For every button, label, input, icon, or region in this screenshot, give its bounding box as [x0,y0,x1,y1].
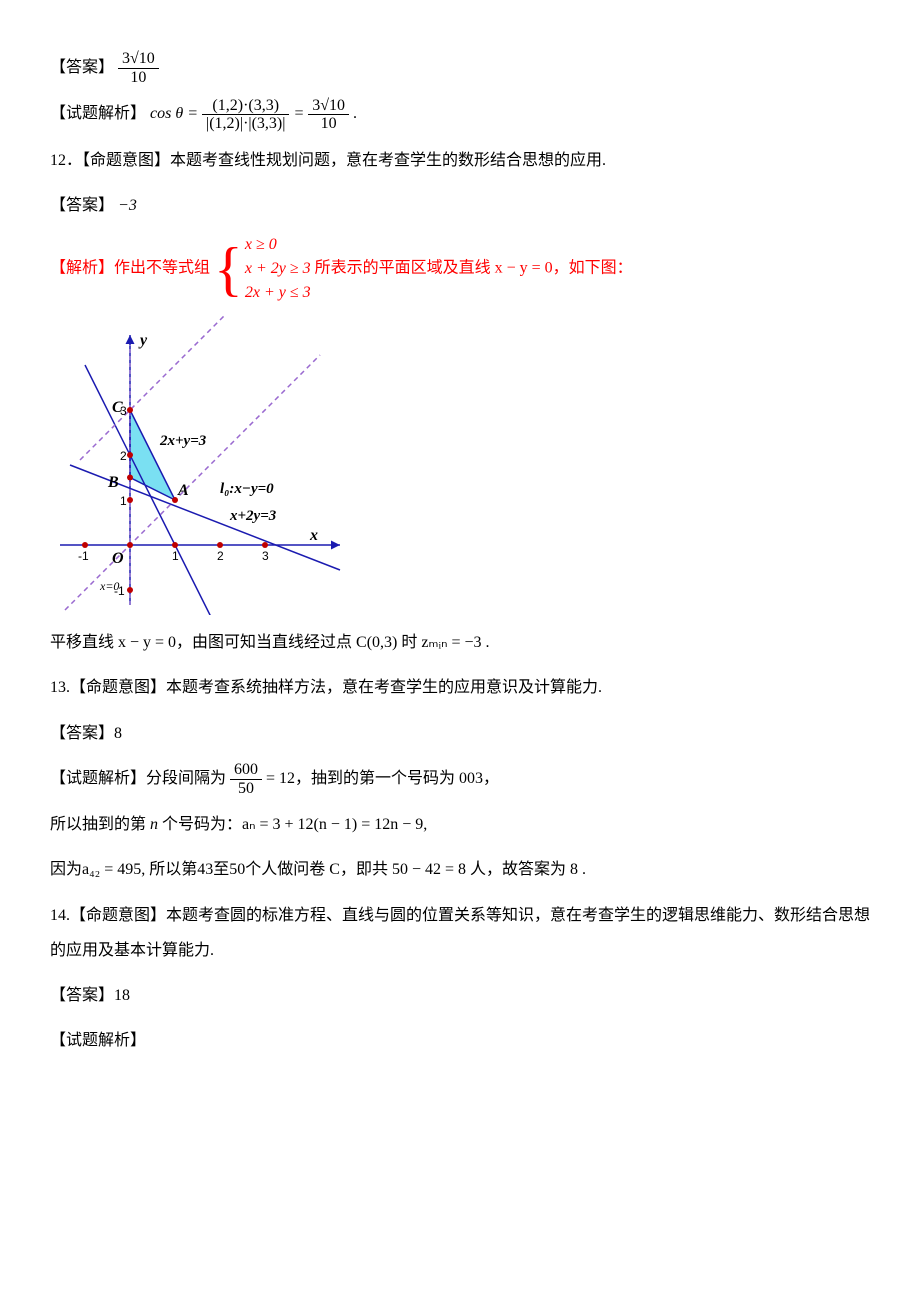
tick-point [262,542,268,548]
answer-label: 【答案】 [50,59,114,76]
q12-intent: 12．【命题意图】本题考查线性规划问题，意在考查学生的数形结合思想的应用. [50,143,870,178]
answer-label: 【答案】 [50,725,114,742]
tick-point [127,587,133,593]
interval-frac: 600 50 [230,761,262,797]
q12-analysis-line: 【解析】作出不等式组 { x ≥ 0 x + 2y ≥ 3 2x + y ≤ 3… [50,233,870,305]
q12-answer-line: 【答案】 −3 [50,188,870,223]
label-o: O [112,550,124,567]
tick-3y: 3 [120,404,127,418]
point-b [127,475,133,481]
q13-analysis-line1: 【试题解析】分段间隔为 600 50 = 12，抽到的第一个号码为 003， [50,761,870,797]
line-l0 [65,355,320,610]
inequality-system: { x ≥ 0 x + 2y ≥ 3 2x + y ≤ 3 [214,233,311,305]
tick-3x: 3 [262,549,269,563]
q12-after-graph: 平移直线 x − y = 0，由图可知当直线经过点 C(0,3) 时 zₘᵢₙ … [50,625,870,660]
tick-point [172,542,178,548]
tick-point [127,542,133,548]
q14-answer-line: 【答案】18 [50,978,870,1013]
q11-result-frac: 3√10 10 [308,97,349,133]
label-a: A [177,482,189,499]
eq-2xy3: 2x+y=3 [159,433,207,449]
answer-label: 【答案】 [50,987,114,1004]
line-2x-plus-y [85,365,220,615]
y-axis-label: y [138,332,148,349]
q13-intent: 13.【命题意图】本题考查系统抽样方法，意在考查学生的应用意识及计算能力. [50,670,870,705]
tick-1y: 1 [120,494,127,508]
feasible-region [130,410,175,500]
tick-2x: 2 [217,549,224,563]
tick-point [127,497,133,503]
analysis-label: 【试题解析】 [50,770,146,787]
answer-label: 【答案】 [50,197,114,214]
tick-n1x: -1 [78,549,89,563]
q14-intent: 14.【命题意图】本题考查圆的标准方程、直线与圆的位置关系等知识，意在考查学生的… [50,898,870,968]
tick-1x: 1 [172,549,179,563]
q13-analysis-line3: 因为a₄₂ = 495, 所以第43至50个人做问卷 C，即共 50 − 42 … [50,852,870,887]
eq-x2y3: x+2y=3 [229,508,277,524]
q11-answer-frac: 3√10 10 [118,50,159,86]
tick-2y: 2 [120,449,127,463]
q11-analysis-line: 【试题解析】 cos θ = (1,2)·(3,3) |(1,2)|·|(3,3… [50,96,870,132]
cos-theta: cos θ = [150,105,198,122]
eq-x0: x=0 [99,579,119,593]
x-axis-label: x [309,527,318,544]
tick-point [82,542,88,548]
tick-point [217,542,223,548]
left-brace-icon: { [214,239,243,299]
tick-point [127,407,133,413]
eq-l0: l₀:x−y=0 [220,481,274,497]
q11-answer-line: 【答案】 3√10 10 [50,50,870,86]
label-b: B [107,474,119,491]
analysis-label: 【试题解析】 [50,105,146,122]
feasible-region-graph: y x C B A O 3 2 1 1 2 3 -1 -1 2x+y=3 x+2… [50,315,350,615]
tick-point [127,452,133,458]
analysis-label: 【解析】 [50,260,114,277]
q13-answer-line: 【答案】8 [50,716,870,751]
q11-analysis-frac: (1,2)·(3,3) |(1,2)|·|(3,3)| [202,97,289,133]
q14-analysis-label: 【试题解析】 [50,1023,870,1058]
q13-analysis-line2: 所以抽到的第 n 个号码为：aₙ = 3 + 12(n − 1) = 12n −… [50,807,870,842]
line-parallel [80,315,230,460]
